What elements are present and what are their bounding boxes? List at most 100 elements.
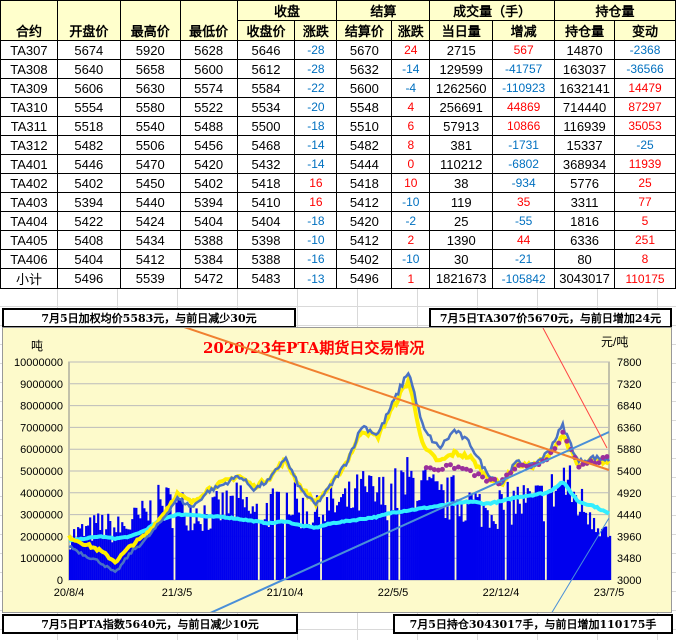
left-tick-label: 9000000 [20,379,63,391]
volume-bar [424,466,427,580]
volume-bar [259,520,262,580]
contract-cell: TA308 [0,59,58,79]
right-tick-label: 4920 [617,488,641,500]
volume-bar [221,492,224,580]
value-cell: 5420 [179,154,238,174]
right-tick-label: 7320 [617,379,641,391]
value-cell: 6336 [554,230,616,250]
volume-bar [313,511,317,580]
volume-bar [442,490,445,580]
value-cell: 5388 [236,249,296,269]
volume-bar [564,494,568,580]
value-cell: 2 [391,230,431,250]
volume-bar [75,539,78,580]
volume-bar [277,491,280,580]
settle-dot [520,462,526,468]
value-cell: 5518 [56,116,121,136]
volume-bar [440,484,443,580]
value-cell: 110212 [429,154,494,174]
value-cell: 256691 [429,97,494,117]
volume-bar [514,513,517,580]
table-row: TA310 5554 5580 5522 5534 -20 5548 4 256691 44869… [0,97,676,117]
volume-bar [444,518,447,580]
right-tick-label: 4440 [617,510,641,522]
volume-bar [456,499,459,580]
left-tick-label: 8000000 [20,401,63,413]
volume-bar [348,481,351,580]
right-tick-label: 3960 [617,531,641,543]
volume-bar [245,496,248,580]
volume-bar [494,523,497,580]
volume-bar [113,527,116,580]
settle-dot [451,465,457,471]
contract-cell: TA403 [0,192,58,212]
settle-dot [576,464,582,470]
settle-dot [596,460,602,466]
volume-bar [570,502,574,580]
value-cell: 5468 [236,135,296,155]
value-cell: 5776 [554,173,616,193]
value-cell: 5402 [56,173,121,193]
settle-dot [524,463,530,469]
value-cell: 5402 [336,249,393,269]
value-cell: -4 [391,78,431,98]
settle-dot [427,465,433,471]
value-cell: 5534 [236,97,296,117]
volume-bar [552,506,555,580]
volume-bar [480,526,483,580]
volume-bar [233,518,236,580]
volume-bar [446,477,449,580]
volume-bar [366,492,369,580]
volume-bar [536,485,539,580]
volume-bar [247,510,250,580]
value-cell: 80 [554,249,616,269]
volume-bar [275,491,278,580]
volume-bar [526,488,529,580]
value-cell: -13 [294,268,338,289]
table-row: TA307 5674 5920 5628 5646 -28 5670 24 2715 567 148… [0,40,676,60]
volume-bar [414,510,417,580]
settle-dot [492,476,498,482]
settle-dot [423,465,429,471]
volume-bar [344,488,347,580]
contract-cell: TA307 [0,40,58,60]
x-tick-label: 22/5/5 [378,587,409,599]
volume-bar [386,520,389,580]
volume-bar [436,481,439,580]
value-cell: 5488 [179,116,238,136]
left-tick-label: 0 [57,575,63,587]
table-row: TA402 5402 5450 5402 5418 16 5418 10 38 -934 5776 2… [0,173,676,193]
volume-bar [538,485,541,580]
volume-bar [368,475,371,580]
volume-bar [147,520,150,580]
value-cell: 5412 [336,192,393,212]
chart-title: 2020/23年PTA期货日交易情况 [203,339,424,357]
volume-bar [590,529,594,580]
volume-bar [145,511,148,580]
value-cell: 5434 [119,230,181,250]
value-cell: -110923 [492,78,556,98]
volume-bar [396,507,399,580]
value-cell: 5410 [236,192,296,212]
volume-bar [460,500,463,580]
value-cell: 15337 [554,135,616,155]
settle-dot [512,466,518,472]
value-cell: 38 [429,173,494,193]
value-cell: 5470 [119,154,181,174]
value-cell: 1390 [429,230,494,250]
volume-bar [382,476,385,580]
volume-bar [364,486,367,580]
value-cell: -36566 [614,59,676,79]
value-cell: 8 [614,249,676,269]
volume-bar [149,500,152,580]
volume-bar [476,497,479,580]
volume-bar [193,523,196,580]
volume-bar [488,527,491,580]
value-cell: 5404 [56,249,121,269]
value-cell: -10 [391,249,431,269]
volume-bar [207,529,210,580]
volume-bar [554,490,557,580]
settle-dot [459,465,465,471]
value-cell: 5632 [336,59,393,79]
table-row: TA308 5640 5658 5600 5612 -28 5632 -14 129599 -41… [0,59,676,79]
